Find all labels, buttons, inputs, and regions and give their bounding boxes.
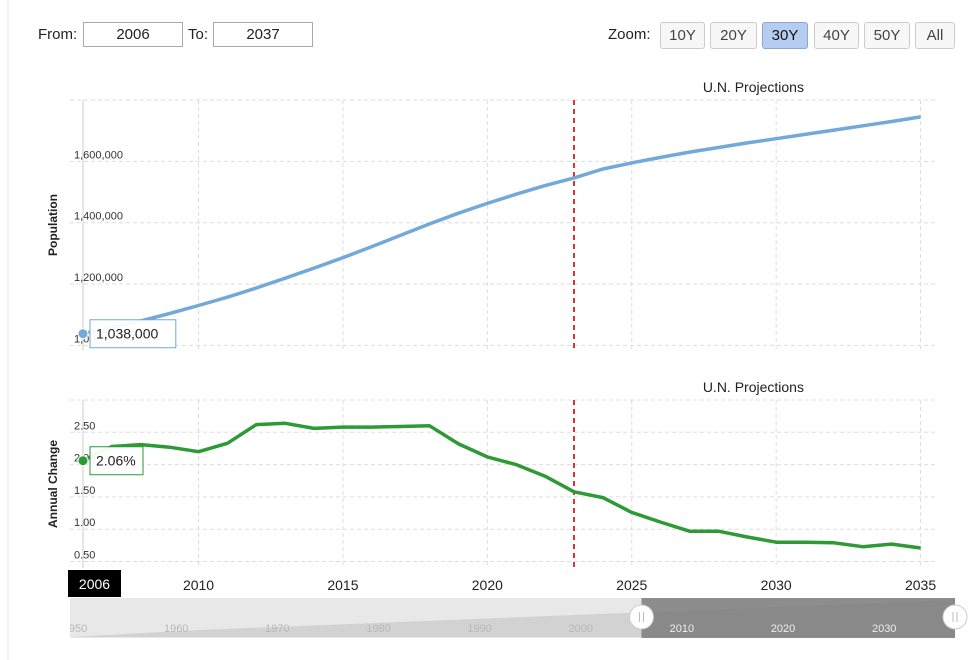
y-tick-label: 1,600,000 bbox=[74, 149, 123, 161]
point bbox=[77, 328, 89, 340]
y-axis-title: Population bbox=[46, 194, 60, 256]
zoom-button[interactable]: 30Y bbox=[762, 22, 808, 49]
y-tick-label: 1.50 bbox=[74, 485, 95, 497]
navigator-tick-label: 1990 bbox=[467, 623, 491, 635]
y-tick-label: 1,200,000 bbox=[74, 272, 123, 284]
annotation: U.N. Projections bbox=[703, 79, 804, 95]
navigator-tick-label: 2010 bbox=[670, 623, 694, 635]
cursor-label: 2006 bbox=[79, 576, 110, 592]
x-tick-label: 2025 bbox=[616, 577, 647, 593]
x-tick-label: 2030 bbox=[761, 577, 792, 593]
zoom-button[interactable]: 10Y bbox=[660, 22, 705, 49]
to-label: To: bbox=[188, 26, 209, 43]
navigator-tick-label: 1950 bbox=[63, 623, 87, 635]
navigator-handle[interactable] bbox=[628, 604, 654, 630]
x-tick-label: 2020 bbox=[472, 577, 503, 593]
tooltip-box bbox=[89, 446, 144, 476]
navigator-handle[interactable] bbox=[942, 604, 968, 630]
y-tick-label: 1,400,000 bbox=[74, 211, 123, 223]
zoom-button[interactable]: 20Y bbox=[710, 22, 757, 49]
navigator-tick-label: 2020 bbox=[771, 623, 795, 635]
from-input[interactable]: 2006 bbox=[83, 22, 183, 47]
y-tick-label: 0.50 bbox=[74, 550, 95, 562]
x-tick-label: 2015 bbox=[327, 577, 358, 593]
navigator-tick-label: 1980 bbox=[366, 623, 390, 635]
tooltip-label: 2.06% bbox=[96, 453, 136, 469]
tooltip-label: 1,038,000 bbox=[96, 326, 158, 342]
navigator-tick-label: 2000 bbox=[569, 623, 593, 635]
x-tick-label: 2035 bbox=[905, 577, 936, 593]
from-label: From: bbox=[38, 26, 78, 43]
y-tick-label: 1.00 bbox=[74, 517, 95, 529]
zoom-button[interactable]: 50Y bbox=[864, 22, 910, 49]
navigator: 1950 1960 1970 1980 1990 2000 2010 2020 2030 bbox=[63, 598, 955, 638]
plot bbox=[70, 99, 935, 350]
navigator-tick-label: 1970 bbox=[265, 623, 289, 635]
zoom-button[interactable]: All bbox=[915, 22, 955, 49]
to-input[interactable]: 2037 bbox=[213, 22, 313, 47]
zoom-label: Zoom: bbox=[608, 26, 651, 43]
line bbox=[82, 115, 921, 336]
annotation: U.N. Projections bbox=[703, 379, 804, 395]
navigator-tick-label: 1960 bbox=[164, 623, 188, 635]
plot bbox=[70, 399, 935, 568]
tooltip-box bbox=[89, 319, 177, 349]
cursor-box bbox=[68, 570, 121, 597]
navigator-selection bbox=[641, 598, 955, 638]
point bbox=[77, 455, 89, 467]
y-axis-title: Annual Change bbox=[46, 440, 60, 528]
navigator-tick-label: 2030 bbox=[872, 623, 896, 635]
line bbox=[82, 421, 921, 550]
zoom-button[interactable]: 40Y bbox=[814, 22, 859, 49]
y-tick-label: 2.50 bbox=[74, 420, 95, 432]
x-tick-label: 2010 bbox=[183, 577, 214, 593]
